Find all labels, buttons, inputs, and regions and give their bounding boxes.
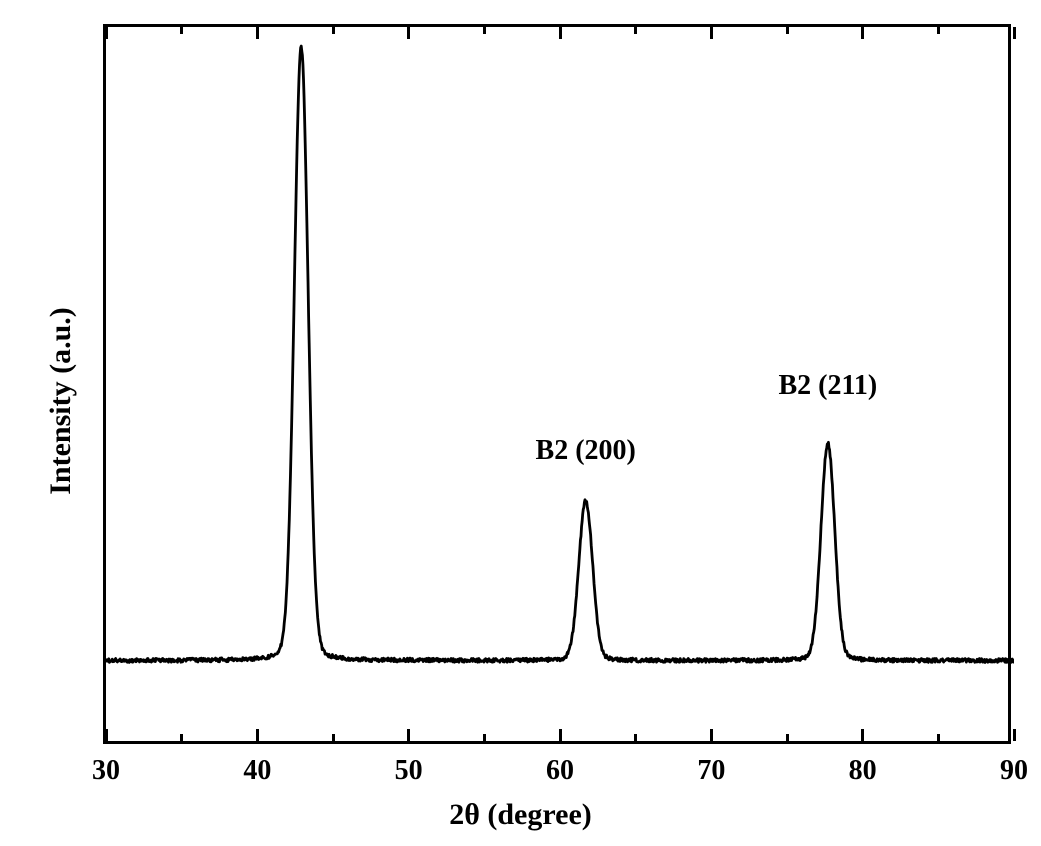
x-tick-minor [332,734,335,741]
x-tick-label: 30 [92,755,120,787]
x-tick-label: 60 [546,755,574,787]
x-tick-label: 40 [243,755,271,787]
x-tick-minor [180,27,183,34]
x-tick-major [1013,27,1016,39]
x-tick-major [105,27,108,39]
x-tick-minor [180,734,183,741]
x-tick-label: 70 [697,755,725,787]
x-tick-major [861,729,864,741]
x-tick-major [559,729,562,741]
x-tick-label: 90 [1000,755,1028,787]
x-tick-minor [634,27,637,34]
x-tick-minor [332,27,335,34]
x-tick-major [407,729,410,741]
x-tick-minor [786,734,789,741]
xrd-pattern-line [106,27,1014,747]
x-tick-major [861,27,864,39]
y-axis-label: Intensity (a.u.) [44,307,78,495]
x-tick-major [710,27,713,39]
peak-label: B2 (200) [536,435,636,467]
x-tick-major [559,27,562,39]
x-tick-major [105,729,108,741]
x-tick-major [256,27,259,39]
x-tick-label: 50 [395,755,423,787]
xrd-trace [106,46,1014,662]
x-tick-minor [483,734,486,741]
x-axis-label: 2θ (degree) [449,798,592,832]
plot-area: 30405060708090B2 (110)B2 (200)B2 (211) [103,24,1011,744]
x-tick-minor [937,734,940,741]
x-tick-label: 80 [849,755,877,787]
x-tick-major [1013,729,1016,741]
x-tick-major [256,729,259,741]
xrd-figure: 30405060708090B2 (110)B2 (200)B2 (211) I… [0,0,1041,846]
x-tick-minor [634,734,637,741]
x-tick-minor [483,27,486,34]
x-tick-major [710,729,713,741]
x-tick-minor [786,27,789,34]
x-tick-minor [937,27,940,34]
peak-label: B2 (211) [778,370,877,402]
x-tick-major [407,27,410,39]
